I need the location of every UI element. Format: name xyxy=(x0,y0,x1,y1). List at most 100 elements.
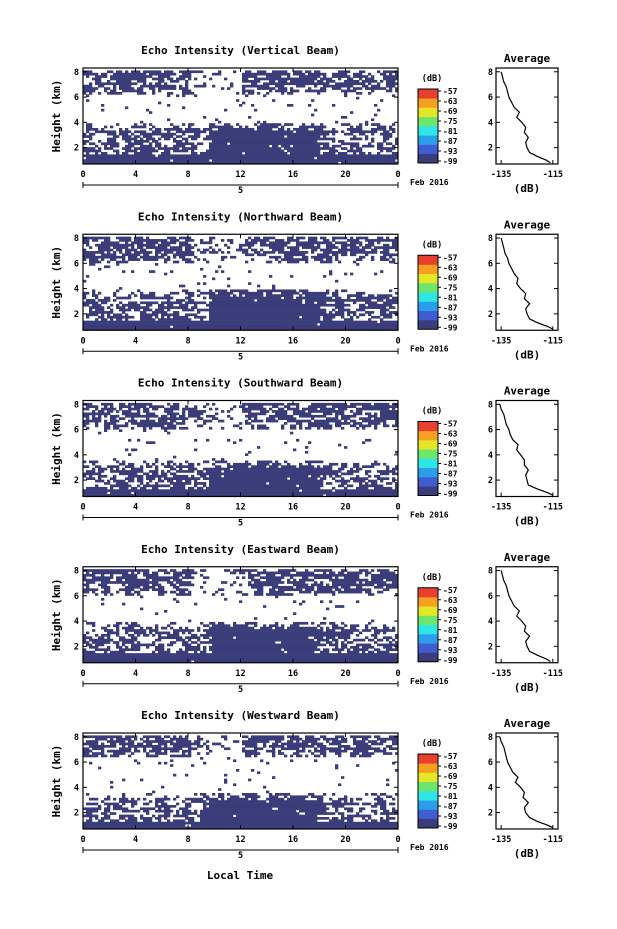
heatmap-cell xyxy=(176,740,180,743)
heatmap-cell xyxy=(182,94,186,98)
heatmap-cell xyxy=(341,89,348,93)
heatmap-cell xyxy=(218,460,228,464)
heatmap-cell xyxy=(158,479,162,483)
heatmap-cell xyxy=(245,631,252,635)
heatmap-cell xyxy=(392,643,399,647)
heatmap-cell xyxy=(254,747,258,751)
colorbar-segment xyxy=(418,477,438,487)
heatmap-cell xyxy=(260,410,270,413)
heatmap-cell xyxy=(278,82,282,86)
heatmap-cell xyxy=(218,128,225,131)
heatmap-cell xyxy=(170,313,180,317)
heatmap-cell xyxy=(245,797,249,801)
heatmap-cell xyxy=(239,104,243,107)
heatmap-cell xyxy=(254,573,261,577)
heatmap-cell xyxy=(287,462,291,466)
heatmap-cell xyxy=(392,638,396,642)
heatmap-cell xyxy=(92,291,96,295)
heatmap-cell xyxy=(344,581,357,584)
heatmap-cell xyxy=(359,412,363,416)
y-tick-label: 4 xyxy=(74,285,79,295)
colorbar-tick-label: -87 xyxy=(443,137,458,146)
heatmap-cell xyxy=(359,123,363,126)
heatmap-cell xyxy=(122,778,126,782)
heatmap-cell xyxy=(347,80,354,83)
heatmap-cell xyxy=(206,154,231,158)
heatmap-cell xyxy=(113,135,120,138)
heatmap-cell xyxy=(395,465,399,468)
heatmap-cell xyxy=(296,405,300,408)
heatmap-cell xyxy=(329,402,348,406)
heatmap-cell xyxy=(290,653,306,656)
heatmap-cell xyxy=(371,154,390,158)
heatmap-cell xyxy=(143,407,150,411)
heatmap-cell xyxy=(128,137,135,141)
heatmap-cell xyxy=(338,754,342,758)
heatmap-cell xyxy=(98,306,102,309)
heatmap-cell xyxy=(329,576,333,580)
chart-panel-2: Echo Intensity (Northward Beam)2468Heigh… xyxy=(50,210,563,362)
heatmap-cell xyxy=(242,243,255,247)
heatmap-cell xyxy=(254,72,261,76)
heatmap-cell xyxy=(344,248,348,252)
heatmap-cell xyxy=(167,92,174,95)
heatmap-cell xyxy=(119,402,126,406)
heatmap-cell xyxy=(230,821,255,825)
heatmap-cell xyxy=(104,320,108,324)
heatmap-cell xyxy=(362,246,372,249)
heatmap-cell xyxy=(86,291,90,295)
heatmap-cell xyxy=(182,737,186,741)
heatmap-cell xyxy=(335,296,339,300)
heatmap-cell xyxy=(266,571,276,575)
heatmap-cell xyxy=(332,80,336,83)
heatmap-cell xyxy=(173,315,186,319)
heatmap-cell xyxy=(197,626,201,630)
heatmap-cell xyxy=(353,80,357,83)
heatmap-cell xyxy=(209,251,213,254)
heatmap-cell xyxy=(122,742,129,746)
heatmap-cell xyxy=(368,747,372,751)
heatmap-cell xyxy=(287,137,291,141)
heatmap-cell xyxy=(203,116,207,119)
heatmap-cell xyxy=(329,272,333,276)
heatmap-cell xyxy=(350,797,354,801)
heatmap-cell xyxy=(107,465,111,468)
heatmap-cell xyxy=(314,132,318,136)
heatmap-cell xyxy=(335,645,339,649)
colorbar-segment xyxy=(418,800,438,810)
heatmap-cell xyxy=(107,137,117,141)
heatmap-cell xyxy=(149,82,153,86)
heatmap-cell xyxy=(365,629,372,632)
heatmap-cell xyxy=(128,438,132,442)
heatmap-cell xyxy=(194,255,198,259)
heatmap-cell xyxy=(275,161,279,165)
heatmap-cell xyxy=(317,636,324,640)
heatmap-cell xyxy=(383,824,390,827)
heatmap-cell xyxy=(338,578,345,582)
heatmap-cell xyxy=(158,740,162,743)
heatmap-cell xyxy=(317,80,324,83)
heatmap-cell xyxy=(104,424,111,428)
heatmap-cell xyxy=(287,258,294,261)
heatmap-cell xyxy=(113,251,117,254)
heatmap-cell xyxy=(134,308,138,312)
heatmap-cell xyxy=(110,75,123,78)
heatmap-cell xyxy=(104,588,111,592)
heatmap-cell xyxy=(350,241,354,245)
heatmap-cell xyxy=(368,239,399,242)
heatmap-cell xyxy=(146,740,159,743)
heatmap-cell xyxy=(173,735,177,739)
heatmap-cell xyxy=(224,494,252,497)
heatmap-cell xyxy=(350,477,360,480)
heatmap-cell xyxy=(344,800,348,803)
heatmap-cell xyxy=(299,585,303,589)
heatmap-cell xyxy=(371,581,384,584)
heatmap-cell xyxy=(233,648,258,652)
heatmap-cell xyxy=(368,638,375,642)
heatmap-cell xyxy=(383,301,387,305)
heatmap-cell xyxy=(179,474,183,478)
heatmap-cell xyxy=(194,650,198,654)
heatmap-cell xyxy=(107,805,111,808)
heatmap-cell xyxy=(218,291,231,295)
heatmap-cell xyxy=(365,819,369,823)
